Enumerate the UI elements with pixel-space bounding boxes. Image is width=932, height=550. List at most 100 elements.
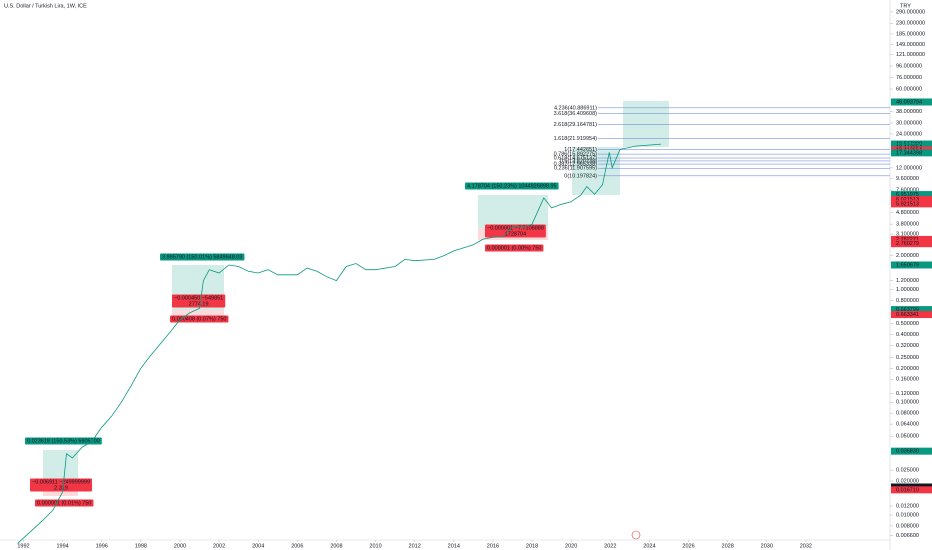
- y-tick-label: 0.064000: [896, 422, 919, 428]
- y-tick-label: 230.000000: [896, 21, 925, 27]
- price-tag-label: 46.093794: [896, 99, 922, 105]
- entry-label: 0.000408 (0.07%) 750: [172, 316, 226, 322]
- price-tag: [891, 149, 932, 157]
- y-tick-label: 0.400000: [896, 332, 919, 338]
- price-tag: [891, 240, 932, 248]
- price-tag-label: 0.036830: [896, 449, 919, 455]
- y-tick-label: 0.020000: [896, 479, 919, 485]
- entry-label-bg: [170, 315, 229, 323]
- x-tick-label: 1994: [56, 543, 68, 549]
- y-tick-label: 96.000000: [896, 64, 922, 70]
- y-tick-label: 76.000000: [896, 75, 922, 81]
- currency-label: TRY: [900, 3, 911, 9]
- y-tick-label: 0.012000: [896, 504, 919, 510]
- y-tick-label: 0.006600: [896, 533, 919, 539]
- y-tick-label: 1.000000: [896, 287, 919, 293]
- y-tick-label: 0.160000: [896, 377, 919, 383]
- y-tick-label: 0.100000: [896, 400, 919, 406]
- entry-label-bg: [485, 244, 544, 252]
- profit-zone: [478, 195, 548, 228]
- fib-label: 4.236(40.886911): [554, 105, 597, 111]
- entry-label-bg: [35, 499, 94, 507]
- fib-label: 1.618(21.919954): [554, 136, 598, 142]
- fib-label: 0.236(11.907595): [554, 166, 597, 172]
- chart-title: U.S. Dollar / Turkish Lira, 1W, ICE: [4, 3, 87, 9]
- fib-label: 0.618(14.675137): [554, 155, 598, 161]
- y-tick-label: 0.320000: [896, 343, 919, 349]
- price-line: [17, 143, 662, 544]
- stop-label: −0.000001 −7.7108888: [487, 225, 544, 231]
- event-marker[interactable]: [631, 530, 641, 540]
- y-tick-label: 0.120000: [896, 391, 919, 397]
- y-tick-label: 7.600000: [896, 188, 919, 194]
- fib-label: 0(10.197824): [564, 173, 597, 179]
- price-tag: [891, 261, 932, 269]
- price-tag-label: 2.782271: [896, 237, 919, 243]
- price-tag: [891, 486, 932, 494]
- y-tick-label: 0.008000: [896, 523, 919, 529]
- fib-label: 0.786(15.892275): [554, 152, 598, 158]
- stop-label: −0.000450 −549851: [174, 295, 223, 301]
- y-tick-label: 121.000000: [896, 52, 925, 58]
- y-tick-label: 0.025000: [896, 468, 919, 474]
- price-tag: [891, 235, 932, 243]
- price-tag-label: 0.663799: [896, 307, 919, 313]
- fib-zone: [572, 147, 620, 195]
- price-tag: [891, 200, 932, 208]
- y-tick-label: 38.000000: [896, 109, 922, 115]
- x-tick-label: 2032: [800, 543, 812, 549]
- y-tick-label: 0.050000: [896, 434, 919, 440]
- x-tick-label: 2012: [409, 543, 421, 549]
- price-tag-label: 5.921513: [896, 201, 919, 207]
- y-tick-label: 149.000000: [896, 42, 925, 48]
- x-tick-label: 2018: [526, 543, 538, 549]
- stop-label-bg: [172, 294, 226, 308]
- y-tick-label: 4.800000: [896, 210, 919, 216]
- y-tick-label: 0.250000: [896, 355, 919, 361]
- target-label-bg: [160, 253, 245, 261]
- target-label: 3.995790 (150.01%) 5849648.03: [162, 254, 242, 260]
- fib-label: 2.618(29.164781): [554, 122, 598, 128]
- stop-label: −0.006911 −249999999: [32, 479, 90, 485]
- x-tick-label: 1998: [135, 543, 147, 549]
- x-tick-label: 2004: [252, 543, 264, 549]
- target-label-bg: [465, 182, 559, 190]
- y-tick-label: 3.100000: [896, 232, 919, 238]
- entry-label: 0.000001 (0.00%) 750: [487, 245, 541, 251]
- price-tag-label: 6.951975: [896, 192, 919, 198]
- fib-label: 1(17.442651): [564, 147, 597, 153]
- y-tick-label: 2.000000: [896, 253, 919, 259]
- x-tick-label: 2008: [330, 543, 342, 549]
- y-tick-label: 0.010000: [896, 512, 919, 518]
- price-tag: [891, 447, 932, 455]
- y-tick-label: 0.200000: [896, 366, 919, 372]
- stop-label-sub: 2774.19: [189, 301, 209, 307]
- fib-label: 0.382(12.965338): [554, 162, 598, 168]
- target-label: 4.178704 (150.23%) 1044926898.95: [467, 183, 557, 189]
- price-tag-label: 1.650679: [896, 262, 919, 268]
- y-tick-label: 0.800000: [896, 298, 919, 304]
- x-tick-label: 2006: [291, 543, 303, 549]
- fib-zone: [623, 101, 669, 147]
- y-tick-label: 0.080000: [896, 411, 919, 417]
- y-tick-label: 290.000000: [896, 9, 925, 15]
- target-label-bg: [25, 437, 102, 445]
- stop-label-bg: [30, 478, 93, 492]
- price-tag-label: 6.021513: [896, 197, 919, 203]
- y-tick-label: 185.000000: [896, 31, 925, 37]
- x-tick-label: 2002: [213, 543, 225, 549]
- price-tag-label: 0.663341: [896, 312, 919, 318]
- x-tick-label: 2024: [643, 543, 655, 549]
- y-tick-label: 0.500000: [896, 321, 919, 327]
- stop-label-sub: 1728704: [505, 231, 526, 237]
- x-tick-label: 2010: [369, 543, 381, 549]
- price-tag: [891, 311, 932, 319]
- x-tick-label: 2020: [565, 543, 577, 549]
- price-tag-label: 0.016710: [896, 487, 919, 493]
- x-tick-label: 2014: [448, 543, 460, 549]
- price-tag: [891, 191, 932, 199]
- x-tick-label: 2026: [682, 543, 694, 549]
- y-tick-label: 60.000000: [896, 87, 922, 93]
